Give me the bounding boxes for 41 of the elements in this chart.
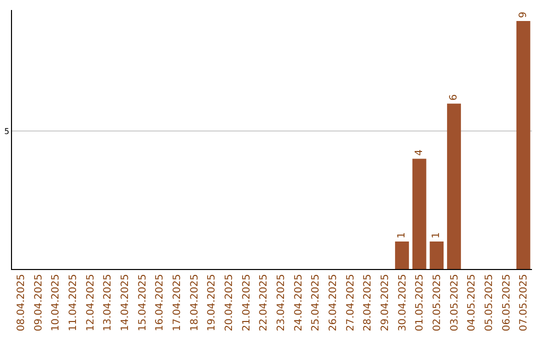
x-tick-label: 06.05.2025 — [501, 274, 512, 332]
bar — [430, 241, 444, 269]
x-tick-label: 12.04.2025 — [85, 274, 96, 332]
x-tick-label: 27.04.2025 — [345, 274, 356, 332]
bar — [412, 158, 426, 269]
x-tick-label: 14.04.2025 — [120, 274, 131, 332]
x-tick-label: 18.04.2025 — [189, 274, 200, 332]
x-tick-label: 04.05.2025 — [466, 274, 478, 332]
x-tick-label: 05.05.2025 — [484, 274, 495, 332]
x-tick-label: 20.04.2025 — [224, 274, 235, 332]
x-tick-label: 02.05.2025 — [432, 274, 443, 332]
x-tick-label: 28.04.2025 — [362, 274, 374, 332]
data-label: 1 — [431, 232, 442, 238]
x-tick-label: 23.04.2025 — [276, 274, 287, 332]
data-label: 1 — [396, 232, 408, 238]
x-tick-label: 25.04.2025 — [310, 274, 322, 332]
x-tick-label: 09.04.2025 — [33, 274, 44, 332]
x-tick-label: 16.04.2025 — [154, 274, 166, 332]
data-label: 6 — [448, 94, 460, 101]
x-tick-label: 07.05.2025 — [518, 274, 530, 332]
x-tick-label: 19.04.2025 — [206, 274, 218, 332]
x-tick-label: 10.04.2025 — [50, 274, 62, 332]
x-tick-label: 17.04.2025 — [172, 274, 183, 332]
x-tick-label: 08.04.2025 — [16, 274, 27, 332]
bar — [447, 104, 461, 269]
x-tick-label: 15.04.2025 — [137, 274, 148, 332]
data-label: 4 — [414, 149, 425, 156]
bar — [516, 21, 530, 269]
x-tick-label: 01.05.2025 — [414, 274, 426, 332]
y-tick-label: 5 — [4, 127, 10, 136]
x-tick-label: 22.04.2025 — [258, 274, 270, 332]
x-tick-label: 30.04.2025 — [397, 274, 408, 332]
x-tick-label: 29.04.2025 — [380, 274, 391, 332]
x-tick-label: 11.04.2025 — [68, 274, 79, 332]
data-label: 9 — [518, 12, 529, 18]
x-tick-label: 13.04.2025 — [102, 274, 114, 332]
x-tick-label: 21.04.2025 — [241, 274, 252, 332]
x-tick-label: 26.04.2025 — [328, 274, 339, 332]
bar — [395, 241, 409, 269]
x-tick-label: 03.05.2025 — [449, 274, 460, 332]
x-tick-label: 24.04.2025 — [293, 274, 304, 332]
